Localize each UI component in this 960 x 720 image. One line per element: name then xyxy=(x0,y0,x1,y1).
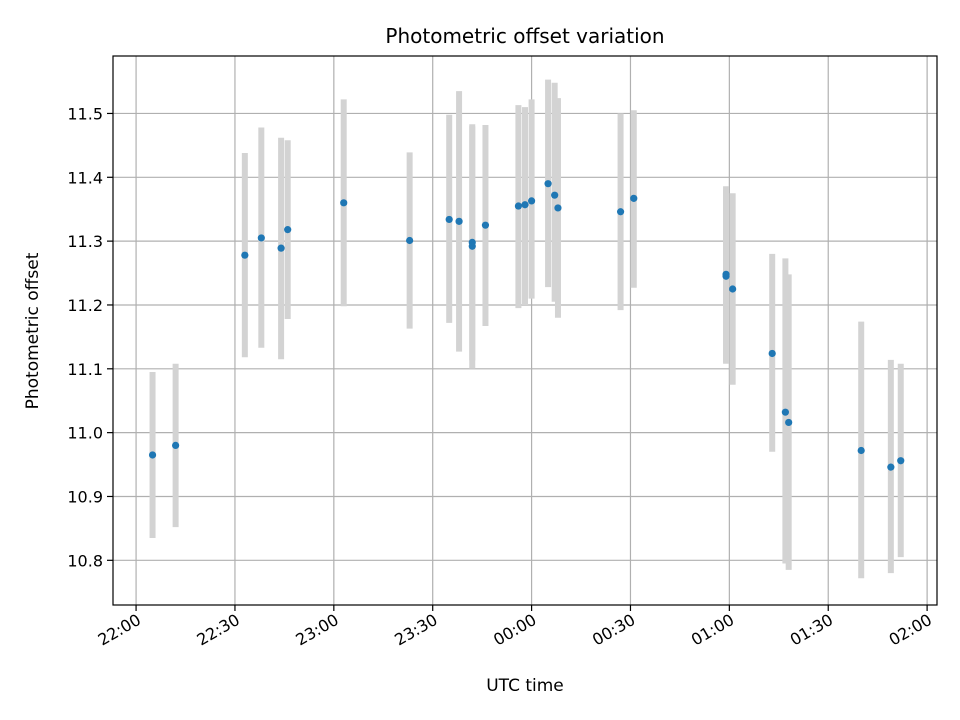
y-tick-label: 10.9 xyxy=(67,487,103,506)
y-axis-title: Photometric offset xyxy=(23,252,43,409)
data-point xyxy=(277,244,285,252)
y-tick-label: 11.5 xyxy=(67,104,103,123)
chart-title: Photometric offset variation xyxy=(385,24,664,48)
y-tick-label: 11.3 xyxy=(67,232,103,251)
data-point xyxy=(722,272,730,280)
data-point xyxy=(544,180,552,188)
data-point xyxy=(781,408,789,416)
y-tick-label: 11.2 xyxy=(67,296,103,315)
data-point xyxy=(257,234,265,242)
data-point xyxy=(514,202,523,210)
data-point xyxy=(785,418,793,427)
data-point xyxy=(887,463,895,471)
x-axis-title: UTC time xyxy=(486,676,564,696)
data-point xyxy=(172,441,180,450)
data-point xyxy=(468,242,476,250)
data-point xyxy=(406,236,414,245)
plot-frame xyxy=(112,55,938,606)
y-tick-label: 11.4 xyxy=(67,168,103,187)
data-point xyxy=(551,191,559,199)
data-point xyxy=(521,201,529,209)
y-axis-ticks: 10.8 10.9 11.0 11.1 11.2 11.3 11.4 11.5 xyxy=(67,104,113,570)
data-point xyxy=(445,215,453,224)
y-tick-label: 11.0 xyxy=(67,424,103,443)
data-point xyxy=(340,199,348,207)
data-point xyxy=(729,285,737,293)
data-point xyxy=(616,208,625,216)
data-point xyxy=(554,204,562,212)
y-tick-label: 10.8 xyxy=(67,551,103,570)
point-layer xyxy=(148,180,905,471)
data-point xyxy=(284,226,292,234)
data-point xyxy=(630,194,638,202)
data-point xyxy=(148,451,157,459)
data-point xyxy=(455,217,463,225)
data-point xyxy=(897,457,905,465)
y-tick-label: 11.1 xyxy=(67,360,103,379)
data-point xyxy=(241,251,249,259)
data-point xyxy=(768,349,776,358)
data-point xyxy=(857,446,865,455)
data-point xyxy=(481,221,490,229)
data-point xyxy=(527,197,536,205)
